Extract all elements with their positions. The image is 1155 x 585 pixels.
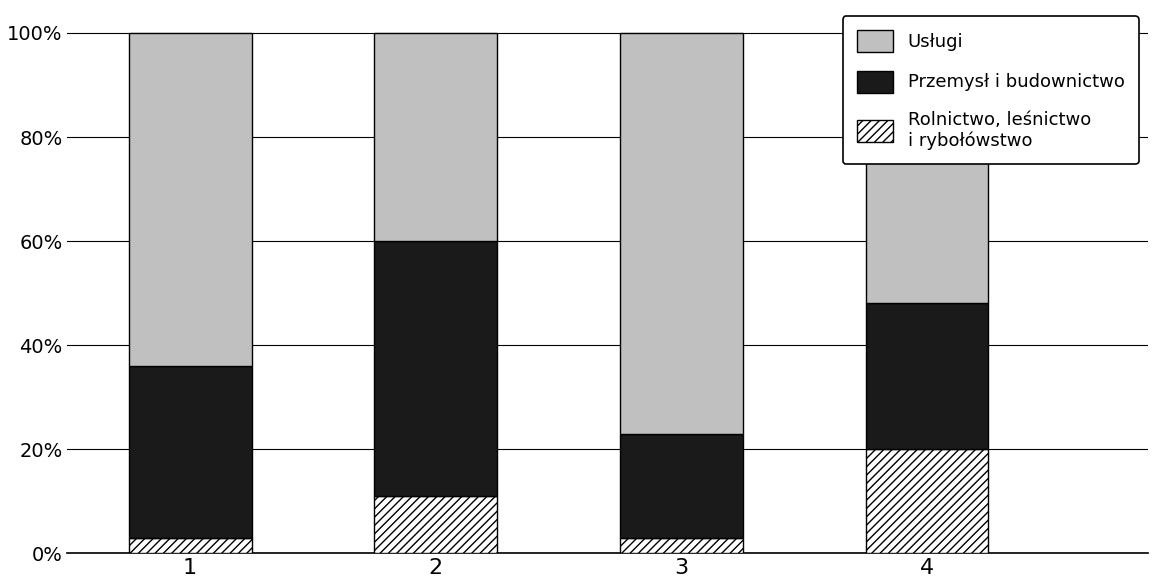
Bar [620,538,743,553]
Bar [620,433,743,538]
Bar [128,366,252,538]
Bar [374,241,497,496]
Bar [865,304,989,449]
Bar [865,449,989,553]
Bar [374,496,497,553]
Legend: Usługi, Przemysł i budownictwo, Rolnictwo, leśnictwo
i rybołówstwo: Usługi, Przemysł i budownictwo, Rolnictw… [843,16,1139,164]
Bar [128,538,252,553]
Bar [620,33,743,433]
Bar [374,33,497,241]
Bar [128,33,252,366]
Bar [865,33,989,304]
